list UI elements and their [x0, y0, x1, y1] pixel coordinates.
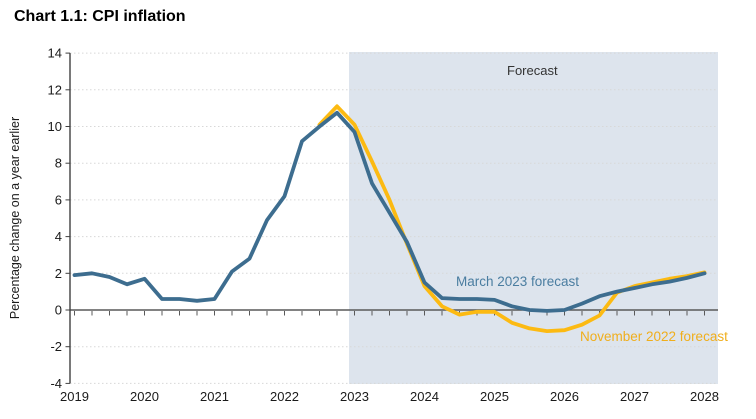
- y-tick-label: 6: [55, 192, 62, 207]
- x-tick-label: 2026: [550, 389, 579, 404]
- x-tick-label: 2027: [620, 389, 649, 404]
- y-tick-label: 8: [55, 156, 62, 171]
- y-tick-label: 2: [55, 266, 62, 281]
- series-label-march-2023: March 2023 forecast: [456, 274, 580, 289]
- forecast-region-label: Forecast: [507, 63, 558, 78]
- march-2023-forecast-line: [72, 110, 707, 313]
- x-tick-label: 2025: [480, 389, 509, 404]
- y-tick-label: 12: [48, 82, 62, 97]
- y-tick-label: -4: [50, 376, 62, 391]
- x-tick-label: 2022: [270, 389, 299, 404]
- x-tick-label: 2021: [200, 389, 229, 404]
- chart-title: Chart 1.1: CPI inflation: [14, 8, 186, 25]
- y-tick-label: 0: [55, 303, 62, 318]
- y-tick-label: -2: [50, 339, 62, 354]
- x-tick-label: 2024: [410, 389, 439, 404]
- series-label-november-2022: November 2022 forecast: [580, 329, 728, 344]
- y-tick-label: 14: [48, 46, 62, 61]
- x-tick-label: 2028: [690, 389, 719, 404]
- x-tick-label: 2023: [340, 389, 369, 404]
- x-tick-label: 2019: [60, 389, 89, 404]
- x-tick-label: 2020: [130, 389, 159, 404]
- y-tick-label: 4: [55, 229, 62, 244]
- y-tick-label: 10: [48, 119, 62, 134]
